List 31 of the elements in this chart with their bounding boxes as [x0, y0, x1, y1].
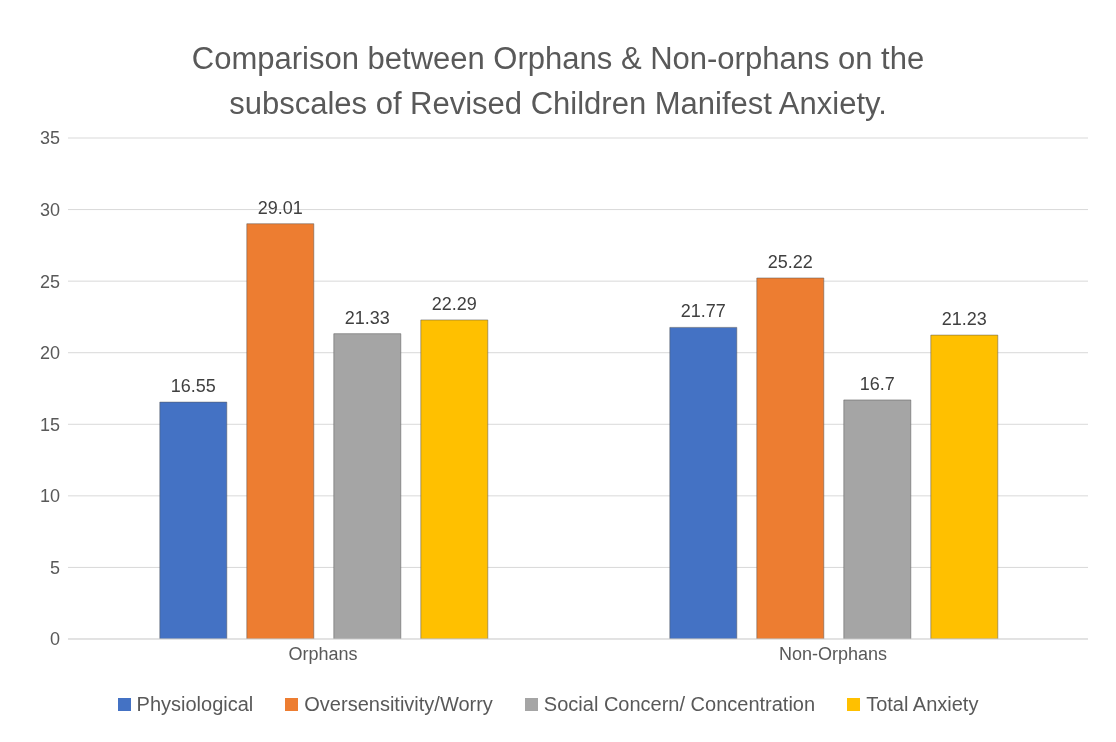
- data-label: 22.29: [431, 293, 477, 314]
- y-tick-label: 0: [49, 629, 60, 650]
- x-tick-label: Non-Orphans: [778, 643, 888, 664]
- legend-label: Physiological: [135, 693, 254, 716]
- y-tick-label: 10: [39, 486, 60, 507]
- y-tick-label: 5: [49, 557, 60, 578]
- data-label: 29.01: [257, 197, 303, 218]
- data-label: 21.77: [680, 301, 726, 322]
- bar: [159, 401, 228, 639]
- y-tick-label: 25: [39, 271, 60, 292]
- bar: [246, 223, 315, 639]
- y-tick-label: 35: [39, 128, 60, 149]
- data-label: 16.55: [170, 376, 216, 397]
- legend-label: Total Anxiety: [865, 693, 979, 716]
- bar: [756, 277, 825, 639]
- data-label: 25.22: [767, 251, 813, 272]
- legend-label: Social Concern/ Concentration: [542, 693, 816, 716]
- bar: [930, 334, 999, 639]
- y-tick-label: 30: [39, 199, 60, 220]
- bar: [669, 327, 738, 639]
- bar: [843, 399, 912, 639]
- bar: [420, 319, 489, 639]
- data-label: 21.23: [941, 309, 987, 330]
- y-tick-label: 15: [39, 414, 60, 435]
- legend-label: Oversensitivity/Worry: [303, 693, 493, 716]
- chart-title: Comparison between Orphans & Non-orphans on the subscales of Revised Children Manifest Anxiety.: [190, 40, 926, 123]
- bar: [333, 333, 402, 639]
- data-label: 16.7: [859, 373, 895, 394]
- data-label: 21.33: [344, 307, 390, 328]
- y-tick-label: 20: [39, 343, 60, 364]
- x-tick-label: Orphans: [288, 643, 358, 664]
